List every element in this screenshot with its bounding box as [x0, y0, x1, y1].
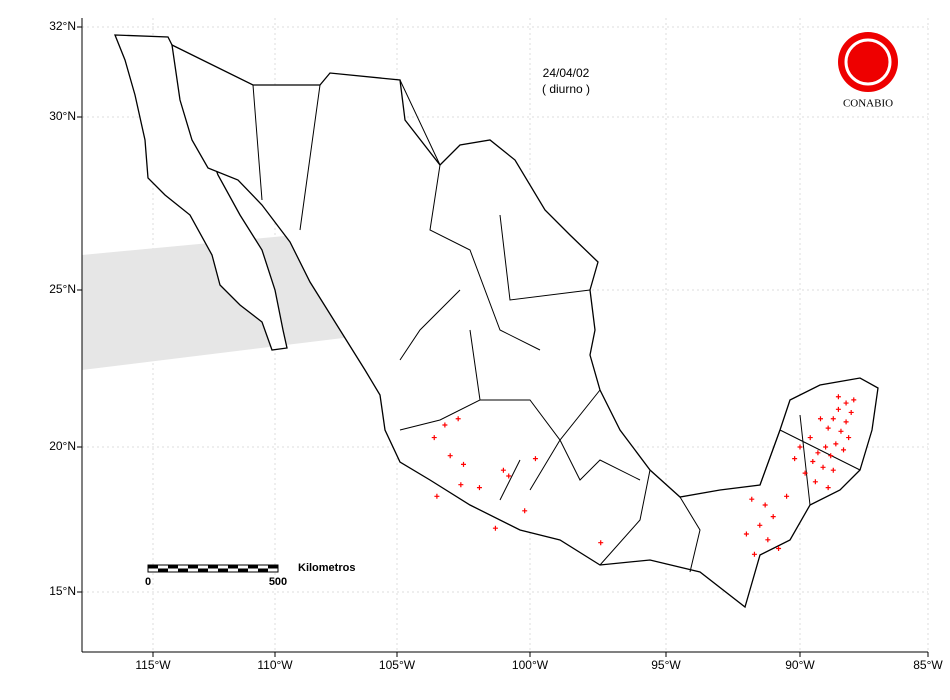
hotspot — [757, 522, 763, 528]
hotspot — [765, 537, 771, 543]
hotspot — [843, 400, 849, 406]
hotspot — [762, 502, 768, 508]
logo-ring — [844, 38, 892, 86]
hotspot — [476, 485, 482, 491]
hotspot — [506, 473, 512, 479]
logo: CONABIO — [838, 32, 898, 110]
scale-tick: 500 — [269, 576, 287, 588]
hotspot — [802, 470, 808, 476]
hotspot — [431, 435, 437, 441]
hotspot — [846, 435, 852, 441]
hotspot — [825, 485, 831, 491]
hotspots — [431, 394, 857, 557]
scale-tick: 0 — [145, 576, 151, 588]
hotspot — [835, 394, 841, 400]
hotspot — [461, 461, 466, 467]
hotspot — [770, 514, 776, 520]
hotspot — [830, 416, 836, 422]
x-tick-label: 115°W — [135, 658, 171, 672]
y-tick-label: 20°N — [49, 439, 76, 453]
hotspot — [812, 479, 818, 485]
hotspot — [492, 525, 498, 531]
hotspot — [447, 453, 453, 459]
hotspot — [828, 453, 834, 459]
y-tick-label: 25°N — [49, 282, 76, 296]
hotspot — [598, 540, 604, 546]
hotspot — [743, 531, 749, 537]
hotspot — [823, 444, 829, 450]
x-tick-label: 95°W — [651, 658, 681, 672]
date: 24/04/02 — [543, 66, 590, 80]
x-tick-label: 100°W — [512, 658, 549, 672]
scale-checker — [148, 565, 278, 572]
hotspot — [820, 464, 826, 470]
hotspot — [784, 493, 790, 499]
hotspot — [841, 447, 847, 453]
hotspot — [835, 406, 841, 412]
hotspot — [776, 546, 782, 551]
hotspot — [522, 508, 528, 514]
x-tick-label: 110°W — [257, 658, 293, 672]
hotspot — [500, 467, 506, 473]
hotspot — [455, 416, 461, 422]
hotspot — [825, 425, 831, 431]
hotspot — [458, 482, 464, 488]
hotspot — [442, 422, 448, 428]
x-tick-label: 85°W — [913, 658, 943, 672]
y-tick-label: 30°N — [49, 109, 76, 123]
logo-text: CONABIO — [843, 98, 893, 110]
hotspot — [848, 409, 854, 415]
hotspot — [749, 496, 755, 502]
scale-bar: 0 500 Kilometros — [145, 562, 356, 588]
hotspot — [810, 459, 816, 464]
hotspot — [792, 456, 798, 462]
y-tick-label: 15°N — [49, 584, 76, 598]
hotspot — [532, 456, 538, 462]
hotspot — [434, 493, 440, 499]
hotspot — [797, 444, 803, 450]
hotspot — [830, 467, 836, 473]
period: ( diurno ) — [542, 82, 590, 96]
hotspot — [833, 441, 839, 447]
hotspot — [817, 416, 823, 422]
state-borders — [252, 79, 861, 573]
y-tick-label: 32°N — [49, 19, 76, 33]
x-tick-label: 105°W — [379, 658, 416, 672]
hotspot — [815, 450, 821, 456]
hotspot — [843, 419, 849, 425]
hotspot — [851, 397, 857, 403]
mexico-mainland — [171, 43, 879, 609]
x-tick-label: 90°W — [785, 658, 815, 672]
hotspot — [751, 551, 757, 557]
hotspot — [838, 428, 844, 434]
scale-label: Kilometros — [298, 562, 355, 574]
hotspot — [807, 435, 813, 441]
